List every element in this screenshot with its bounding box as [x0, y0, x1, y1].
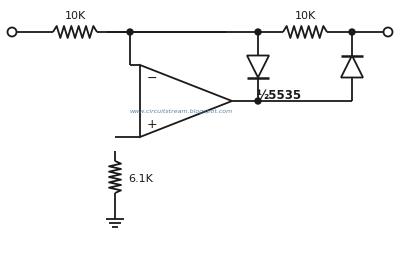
Text: 10K: 10K: [64, 11, 86, 21]
Text: ½5535: ½5535: [257, 88, 302, 102]
Polygon shape: [247, 55, 269, 78]
Circle shape: [255, 29, 261, 35]
Circle shape: [255, 98, 261, 104]
Text: 6.1K: 6.1K: [128, 174, 153, 184]
Text: 10K: 10K: [294, 11, 316, 21]
Circle shape: [127, 29, 133, 35]
Polygon shape: [341, 55, 363, 78]
Text: −: −: [147, 71, 157, 85]
Text: www.circuitstream.blogspot.com: www.circuitstream.blogspot.com: [129, 109, 233, 113]
Circle shape: [349, 29, 355, 35]
Text: +: +: [147, 118, 157, 130]
Polygon shape: [140, 65, 232, 137]
